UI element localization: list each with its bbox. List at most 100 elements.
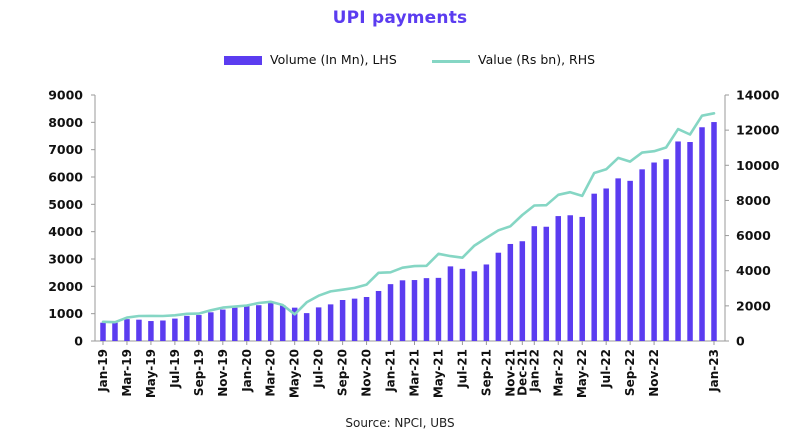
y-left-tick-label: 0 <box>74 334 83 349</box>
volume-bar <box>483 264 490 341</box>
volume-bar <box>687 142 693 341</box>
volume-bar <box>220 309 226 341</box>
volume-bar <box>615 178 621 341</box>
volume-bar <box>603 188 609 341</box>
volume-bar <box>291 307 298 341</box>
x-tick-label: Mar-19 <box>120 349 134 397</box>
volume-bar <box>100 322 106 341</box>
volume-bar <box>279 305 286 341</box>
x-tick-label: Mar-21 <box>407 349 421 397</box>
y-right-tick-label: 10000 <box>736 158 780 173</box>
x-tick-label: May-20 <box>288 349 302 398</box>
volume-bar <box>351 298 358 341</box>
volume-bar <box>148 321 154 341</box>
x-tick-label: Nov-20 <box>360 349 374 397</box>
legend-swatch-value <box>432 60 470 63</box>
volume-bar <box>244 305 250 341</box>
volume-bar <box>447 266 454 341</box>
x-tick-label: Mar-20 <box>264 349 278 397</box>
volume-bar <box>459 268 466 341</box>
volume-bar <box>507 243 514 341</box>
volume-bar <box>531 226 538 341</box>
volume-bar <box>327 304 334 341</box>
x-tick-label: Jul-19 <box>168 349 182 389</box>
volume-bar <box>627 180 633 341</box>
volume-bar <box>267 302 274 341</box>
volume-bar <box>555 216 562 341</box>
volume-bar <box>411 280 418 341</box>
value-series-line <box>101 112 716 324</box>
volume-bar <box>663 159 669 341</box>
x-tick-label: Nov-19 <box>216 349 230 397</box>
y-right-tick-label: 6000 <box>736 228 771 243</box>
volume-bar <box>124 319 130 341</box>
volume-bar <box>711 122 717 341</box>
x-tick-label: May-22 <box>575 349 589 398</box>
y-left-tick-label: 7000 <box>48 142 83 157</box>
y-left-tick-label: 9000 <box>48 88 83 103</box>
volume-bar <box>567 215 573 341</box>
volume-bar <box>303 313 310 341</box>
y-left-tick-label: 4000 <box>48 224 83 239</box>
volume-bar <box>160 320 166 341</box>
volume-bar <box>471 271 478 341</box>
x-tick-label: Jul-20 <box>312 349 326 389</box>
volume-bar <box>579 216 585 341</box>
chart-legend: Volume (In Mn), LHS Value (Rs bn), RHS <box>0 52 800 70</box>
x-tick-label: Jan-20 <box>240 349 254 393</box>
volume-bar <box>232 307 238 341</box>
legend-label-value: Value (Rs bn), RHS <box>478 52 596 67</box>
x-tick-label: May-19 <box>144 349 158 398</box>
y-right-tick-label: 4000 <box>736 263 771 278</box>
x-tick-label: Jan-19 <box>96 349 110 393</box>
x-tick-label: Jan-22 <box>527 349 541 393</box>
x-tick-label: Nov-21 <box>503 349 517 397</box>
y-right-tick-label: 14000 <box>736 88 780 103</box>
volume-bar <box>375 290 382 341</box>
x-tick-label: Jul-22 <box>599 349 613 389</box>
chart-source: Source: NPCI, UBS <box>345 416 455 430</box>
volume-bar <box>315 307 322 341</box>
volume-bar <box>172 318 178 341</box>
volume-bar <box>255 305 262 341</box>
volume-bar <box>387 284 394 341</box>
y-left-tick-label: 6000 <box>48 170 83 185</box>
volume-bar <box>591 193 597 341</box>
x-tick-label: Jan-21 <box>384 349 398 393</box>
y-left-tick-label: 2000 <box>48 279 83 294</box>
x-tick-label: Jan-23 <box>707 349 721 393</box>
volume-bar <box>423 278 430 341</box>
x-tick-label: Nov-22 <box>647 349 661 397</box>
volume-bar <box>196 315 202 341</box>
y-left-tick-label: 8000 <box>48 115 83 130</box>
volume-bar <box>136 319 142 341</box>
volume-bar <box>699 127 705 342</box>
x-tick-label: Sep-19 <box>192 349 206 396</box>
volume-bar <box>435 277 442 341</box>
legend-swatch-volume <box>224 56 262 65</box>
y-right-tick-label: 0 <box>736 334 745 349</box>
volume-bar <box>519 241 526 341</box>
x-tick-label: Sep-20 <box>336 349 350 396</box>
volume-bar <box>112 322 118 341</box>
volume-bar <box>495 252 502 341</box>
x-tick-label: Mar-22 <box>551 349 565 397</box>
volume-bar <box>363 296 370 341</box>
y-left-tick-label: 3000 <box>48 252 83 267</box>
volume-bar <box>339 300 346 341</box>
x-tick-label: Sep-21 <box>479 349 493 396</box>
y-right-tick-label: 2000 <box>736 298 771 313</box>
y-left-tick-label: 1000 <box>48 306 83 321</box>
x-tick-label: Dec-21 <box>515 349 529 396</box>
x-tick-label: Jul-21 <box>455 349 469 389</box>
volume-bar <box>639 169 645 341</box>
chart-title: UPI payments <box>332 8 468 28</box>
legend-label-volume: Volume (In Mn), LHS <box>270 52 397 67</box>
volume-bar <box>208 312 214 341</box>
y-right-tick-label: 12000 <box>736 123 780 138</box>
volume-bar <box>651 162 657 341</box>
y-left-tick-label: 5000 <box>48 197 83 212</box>
x-tick-label: May-21 <box>431 349 445 398</box>
volume-bar <box>399 280 406 341</box>
